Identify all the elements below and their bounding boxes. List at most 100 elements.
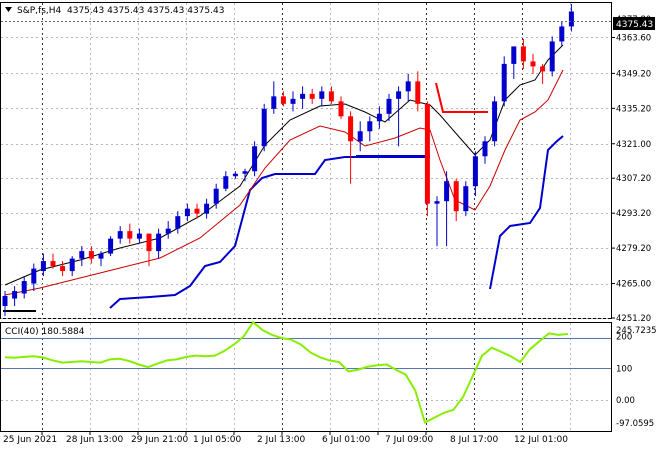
candle-body: [60, 266, 66, 272]
candle-body: [223, 176, 229, 189]
price-axis[interactable]: 4363.60 4349.20 4335.20 4321.00 4307.20 4293.…: [611, 33, 651, 324]
cci-tick-label: -97.0595: [616, 419, 654, 429]
price-tick-label: 4321.00: [616, 140, 651, 150]
candle: [520, 38, 526, 69]
candle-body: [194, 208, 200, 214]
candle: [444, 171, 450, 247]
candle: [79, 246, 85, 267]
time-tick-label: 2 Jul 13:00: [257, 435, 306, 445]
candle-body: [261, 108, 267, 147]
candle: [146, 233, 152, 267]
candle: [472, 151, 478, 197]
time-tick-label: 28 Jun 13:00: [66, 435, 123, 445]
candle: [175, 211, 181, 234]
grid: [1, 3, 611, 431]
candle-body: [453, 181, 459, 212]
candle: [386, 93, 392, 122]
candle-body: [69, 258, 75, 272]
candle: [232, 171, 238, 179]
candle: [69, 256, 75, 277]
ohlc-values: 4375.43 4375.43 4375.43 4375.43: [67, 6, 224, 16]
chart-header: S&P,fs,H4 4375.43 4375.43 4375.43 4375.4…: [5, 6, 224, 16]
candle: [184, 203, 190, 222]
candle-body: [338, 101, 344, 117]
candle: [511, 46, 517, 79]
slow-ma-line: [4, 69, 564, 296]
candle: [31, 263, 37, 292]
candle-body: [88, 251, 94, 259]
price-pane[interactable]: [0, 2, 612, 319]
fast-ma-line: [4, 44, 564, 286]
candle: [549, 36, 555, 77]
candle: [2, 291, 8, 317]
zigzag-line: [435, 82, 488, 113]
candles: [2, 3, 574, 317]
candle-body: [511, 46, 517, 64]
candle-body: [213, 188, 219, 204]
cci-tick-label: 245.7235: [616, 326, 657, 336]
triangle-down-icon[interactable]: [5, 7, 12, 12]
candle-body: [108, 238, 114, 254]
candle: [60, 261, 66, 277]
candle: [261, 103, 267, 152]
candle-body: [520, 46, 526, 62]
candle: [223, 171, 229, 192]
candle: [213, 183, 219, 209]
candle-body: [175, 216, 181, 229]
candle-body: [568, 11, 574, 27]
candle: [204, 198, 210, 219]
price-tick-label: 4279.20: [616, 244, 651, 254]
indicator-label: CCI(40) 180.5884: [5, 327, 85, 337]
candle-body: [271, 96, 277, 109]
candle: [50, 253, 56, 269]
candle-body: [559, 26, 565, 42]
candle-body: [328, 91, 334, 102]
candle-body: [21, 281, 27, 294]
candle: [21, 276, 27, 299]
candle-body: [300, 93, 306, 99]
candle: [271, 81, 277, 114]
candle-body: [319, 91, 325, 99]
candle-body: [472, 156, 478, 187]
time-tick-label: 29 Jun 21:00: [131, 435, 188, 445]
candle: [540, 63, 546, 84]
candle-body: [501, 63, 507, 102]
candle-body: [280, 96, 286, 104]
candle: [568, 3, 574, 32]
candle-body: [290, 98, 296, 104]
candle: [88, 246, 94, 264]
candle-body: [540, 66, 546, 72]
candle-body: [50, 261, 56, 267]
candle: [252, 141, 258, 177]
candle: [559, 21, 565, 47]
candle-body: [136, 233, 142, 239]
time-axis[interactable]: 25 Jun 2021 28 Jun 13:00 29 Jun 21:00 1 Jul…: [3, 431, 568, 445]
candle-body: [367, 121, 373, 132]
candle-body: [204, 203, 210, 214]
symbol-title: S&P,fs,H4: [17, 6, 62, 16]
candle-body: [434, 201, 440, 204]
candle-body: [252, 146, 258, 172]
candle-body: [357, 131, 363, 142]
candle: [309, 88, 315, 104]
candle: [338, 96, 344, 119]
candle: [424, 101, 430, 217]
candle: [280, 91, 286, 107]
candle: [136, 228, 142, 244]
candle: [482, 136, 488, 164]
price-tick-label: 4307.20: [616, 174, 651, 184]
price-tick-label: 4293.20: [616, 209, 651, 219]
candle: [376, 106, 382, 129]
candle-body: [184, 208, 190, 217]
time-tick-label: 25 Jun 2021: [3, 435, 57, 445]
candle: [357, 121, 363, 152]
candle-body: [492, 101, 498, 142]
candle-body: [482, 141, 488, 157]
candle-body: [127, 231, 133, 239]
indicator-pane[interactable]: [0, 322, 612, 432]
candle: [367, 116, 373, 142]
time-tick-label: 6 Jul 01:00: [322, 435, 371, 445]
cci-tick-label: 0.00: [616, 396, 635, 406]
